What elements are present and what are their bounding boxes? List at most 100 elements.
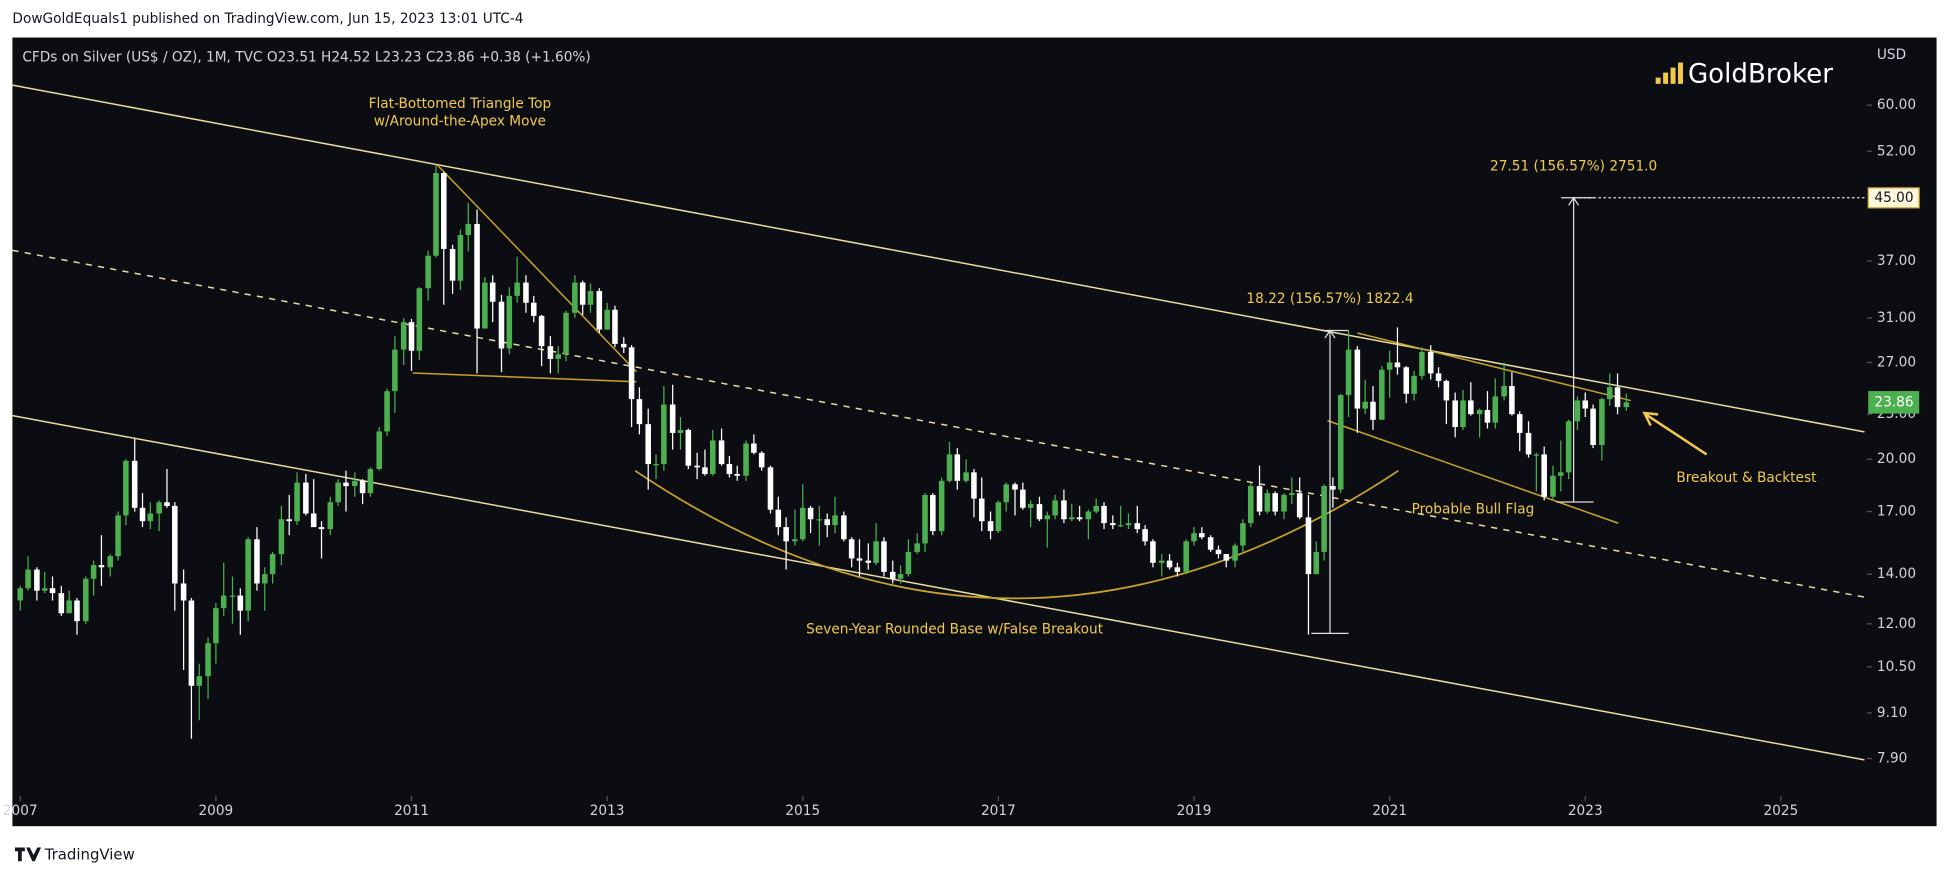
candle-body <box>767 467 774 510</box>
legend-text: CFDs on Silver (US$ / OZ), 1M, TVC O23.5… <box>22 50 590 66</box>
channel-upper <box>12 84 1865 433</box>
last-price-label: 23.86 <box>1874 394 1913 410</box>
candle-body <box>41 588 48 591</box>
candle-body <box>180 583 187 601</box>
candle-body <box>816 519 823 521</box>
candle-body <box>799 507 806 540</box>
candle-body <box>1036 504 1043 520</box>
candle-body <box>1321 486 1327 552</box>
candle-body <box>1052 500 1058 516</box>
candle-body <box>677 429 684 433</box>
candle-body <box>881 541 887 572</box>
candle-body <box>1003 484 1009 503</box>
candle-body <box>1614 387 1621 408</box>
candle-body <box>1419 351 1425 376</box>
candle-body <box>596 291 603 330</box>
candle-body <box>433 173 439 256</box>
y-tick-label: 17.00 <box>1877 504 1916 520</box>
candle-body <box>425 255 431 289</box>
y-tick-label: 14.00 <box>1877 566 1916 582</box>
candle-body <box>1142 529 1148 542</box>
x-tick-label: 2021 <box>1372 803 1407 819</box>
candle-body <box>1125 523 1132 526</box>
candle-body <box>758 452 765 468</box>
candle-body <box>1501 385 1507 397</box>
candle-body <box>1061 500 1067 520</box>
candle-body <box>1101 505 1107 524</box>
candle-body <box>1533 454 1540 456</box>
footer-brand: TradingView <box>44 845 135 863</box>
candle-body <box>1516 414 1523 433</box>
candle-body <box>1247 486 1254 524</box>
candle-body <box>914 543 920 552</box>
candle-body <box>694 465 700 468</box>
y-tick-label: 52.00 <box>1877 143 1916 159</box>
candle-body <box>1085 511 1092 520</box>
candle-body <box>58 593 65 614</box>
candle-body <box>1044 515 1051 520</box>
candle-body <box>1606 387 1613 400</box>
candle-body <box>555 354 561 359</box>
candle-body <box>661 404 667 465</box>
candle-body <box>392 349 398 392</box>
candle-body <box>971 472 977 499</box>
candle-body <box>139 507 146 522</box>
candle-body <box>1264 493 1271 512</box>
annotation: Seven-Year Rounded Base w/False Breakout <box>806 622 1104 638</box>
y-tick-label: 31.00 <box>1877 310 1916 326</box>
candle-body <box>792 539 798 542</box>
candle-body <box>1117 525 1124 527</box>
candle-body <box>1215 549 1222 555</box>
candle-body <box>579 282 586 305</box>
candle-body <box>278 519 285 555</box>
candle-body <box>1525 432 1532 455</box>
candle-body <box>229 595 236 597</box>
candle-body <box>669 404 676 433</box>
x-tick-label: 2011 <box>394 803 429 819</box>
candle-body <box>1330 486 1336 490</box>
candle-body <box>873 541 879 563</box>
candle-body <box>17 588 24 601</box>
candle-body <box>262 574 268 584</box>
candle-body <box>954 454 961 481</box>
candle-body <box>938 480 945 532</box>
candle-body <box>213 608 219 644</box>
candle-body <box>1313 551 1320 575</box>
candle-body <box>1134 523 1141 530</box>
candle-body <box>123 460 129 516</box>
y-tick-label: 7.90 <box>1877 751 1907 767</box>
candle-body <box>1093 505 1099 512</box>
candle-body <box>645 424 651 465</box>
candle-body <box>1207 537 1214 550</box>
chart-background <box>12 37 1937 827</box>
candle-body <box>1403 367 1410 394</box>
rounded-base <box>634 469 1399 600</box>
drawings <box>12 84 1867 761</box>
candle-body <box>1476 409 1483 415</box>
annotation: 18.22 (156.57%) 1822.4 <box>1246 291 1413 307</box>
candle-body <box>865 560 872 563</box>
candle-body <box>107 556 114 568</box>
candle-body <box>587 291 594 305</box>
candle-body <box>734 474 740 476</box>
x-tick-label: 2023 <box>1568 803 1603 819</box>
candle-body <box>1110 523 1116 526</box>
candle-body <box>1256 486 1263 512</box>
publisher-line: DowGoldEquals1 published on TradingView.… <box>12 11 523 27</box>
candle-body <box>172 505 178 584</box>
measure-2 <box>1556 196 1867 503</box>
candle-body <box>1386 362 1393 370</box>
candle-body <box>889 571 896 579</box>
candle-body <box>897 574 904 579</box>
candle-body <box>1020 489 1026 508</box>
candle-body <box>1337 395 1344 490</box>
candle-body <box>1174 567 1181 572</box>
currency: USD <box>1877 47 1906 63</box>
y-tick-label: 20.00 <box>1877 451 1916 467</box>
candle-body <box>572 282 578 313</box>
candle-body <box>343 482 349 487</box>
candle-body <box>1012 484 1018 490</box>
annotation: 27.51 (156.57%) 2751.0 <box>1490 158 1657 174</box>
candle-body <box>408 322 415 351</box>
logo-icon <box>1655 62 1684 84</box>
